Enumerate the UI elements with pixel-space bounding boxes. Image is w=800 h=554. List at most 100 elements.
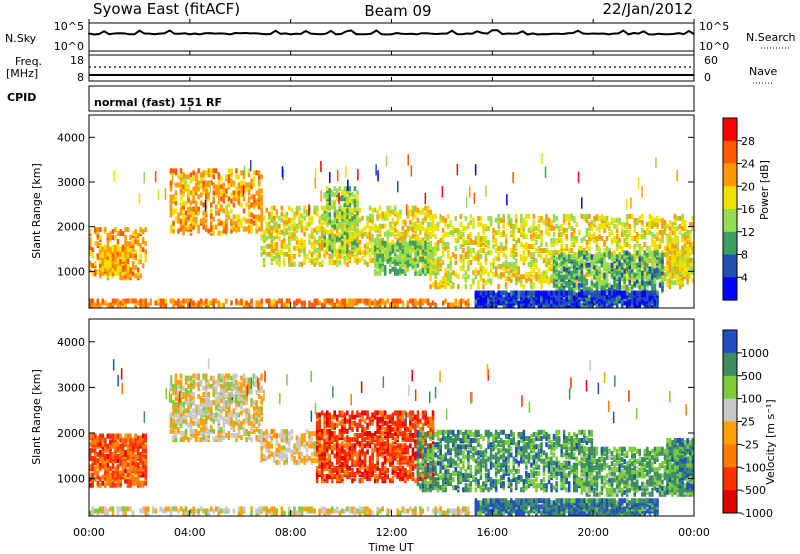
data-cell: [499, 217, 503, 223]
data-cell: [126, 270, 130, 276]
data-cell: [605, 215, 609, 221]
data-cell: [356, 206, 359, 212]
data-cell: [522, 290, 526, 296]
data-cell: [220, 302, 223, 308]
data-cell: [429, 240, 432, 246]
data-cell: [389, 241, 392, 247]
data-cell: [497, 264, 500, 270]
data-cell: [121, 244, 125, 250]
data-cell: [562, 217, 566, 223]
data-cell: [467, 238, 470, 243]
data-cell: [210, 212, 213, 218]
data-cell: [116, 458, 120, 464]
data-cell: [343, 302, 347, 308]
data-cell: [351, 231, 354, 237]
data-cell: [394, 221, 397, 227]
data-cell: [557, 282, 561, 288]
data-cell: [91, 447, 94, 453]
data-cell: [532, 256, 536, 262]
data-cell: [227, 202, 231, 208]
data-cell: [394, 248, 397, 254]
data-cell: [671, 265, 674, 271]
data-cell: [250, 222, 253, 228]
data-cell: [366, 261, 369, 267]
data-cell: [530, 278, 533, 284]
data-cell: [358, 239, 362, 245]
data-cell: [605, 270, 609, 276]
data-cell: [116, 244, 120, 250]
data-cell: [134, 437, 137, 443]
data-cell: [230, 224, 233, 230]
data-cell: [131, 231, 135, 237]
data-cell: [121, 231, 125, 237]
data-cell: [116, 482, 120, 488]
data-cell: [303, 225, 306, 231]
data-cell: [134, 253, 137, 259]
data-cell: [497, 221, 500, 227]
data-cell: [530, 234, 533, 239]
data-cell: [197, 210, 200, 216]
data-streak: [655, 157, 657, 169]
data-cell: [202, 418, 205, 424]
data-cell: [474, 236, 478, 241]
data-cell: [197, 194, 200, 200]
data-cell: [590, 223, 594, 229]
data-cell: [552, 266, 556, 272]
data-cell: [129, 437, 132, 443]
data-cell: [275, 241, 278, 247]
data-cell: [492, 227, 495, 233]
data-cell: [192, 300, 195, 306]
data-cell: [447, 302, 450, 308]
data-cell: [310, 227, 314, 233]
data-cell: [484, 290, 488, 296]
data-cell: [469, 284, 473, 290]
data-cell: [527, 213, 531, 219]
data-cell: [184, 298, 188, 304]
data-cell: [197, 404, 200, 410]
data-cell: [434, 264, 437, 270]
data-cell: [535, 232, 538, 237]
data-cell: [683, 232, 687, 237]
data-cell: [525, 278, 528, 284]
data-streak: [235, 187, 238, 199]
data-cell: [328, 218, 331, 224]
data-cell: [661, 276, 664, 282]
data-cell: [295, 245, 299, 251]
data-cell: [356, 298, 359, 304]
data-cell: [346, 302, 349, 308]
data-cell: [373, 223, 377, 229]
data-cell: [172, 400, 175, 406]
data-cell: [320, 231, 324, 237]
data-cell: [212, 182, 215, 188]
data-cell: [610, 230, 614, 235]
data-cell: [134, 458, 137, 464]
data-cell: [177, 426, 180, 432]
data-cell: [406, 225, 410, 231]
data-cell: [676, 255, 679, 261]
data-cell: [441, 234, 445, 239]
data-cell: [363, 231, 367, 237]
data-cell: [510, 221, 513, 227]
data-cell: [285, 211, 289, 217]
data-cell: [315, 253, 319, 259]
data-cell: [343, 245, 347, 251]
data-streak: [243, 165, 246, 177]
data-cell: [230, 218, 233, 224]
data-cell: [389, 256, 392, 262]
data-cell: [454, 215, 457, 221]
data-cell: [303, 259, 306, 265]
data-cell: [199, 420, 203, 426]
data-cell: [386, 258, 389, 264]
data-cell: [673, 217, 677, 223]
data-cell: [532, 252, 536, 258]
data-cell: [648, 252, 652, 258]
data-cell: [479, 242, 483, 247]
data-cell: [313, 261, 316, 267]
data-cell: [270, 300, 273, 306]
data-cell: [260, 209, 263, 215]
data-cell: [419, 237, 422, 243]
data-cell: [210, 168, 213, 174]
data-cell: [174, 418, 178, 424]
data-cell: [515, 221, 518, 227]
data-cell: [600, 270, 604, 276]
